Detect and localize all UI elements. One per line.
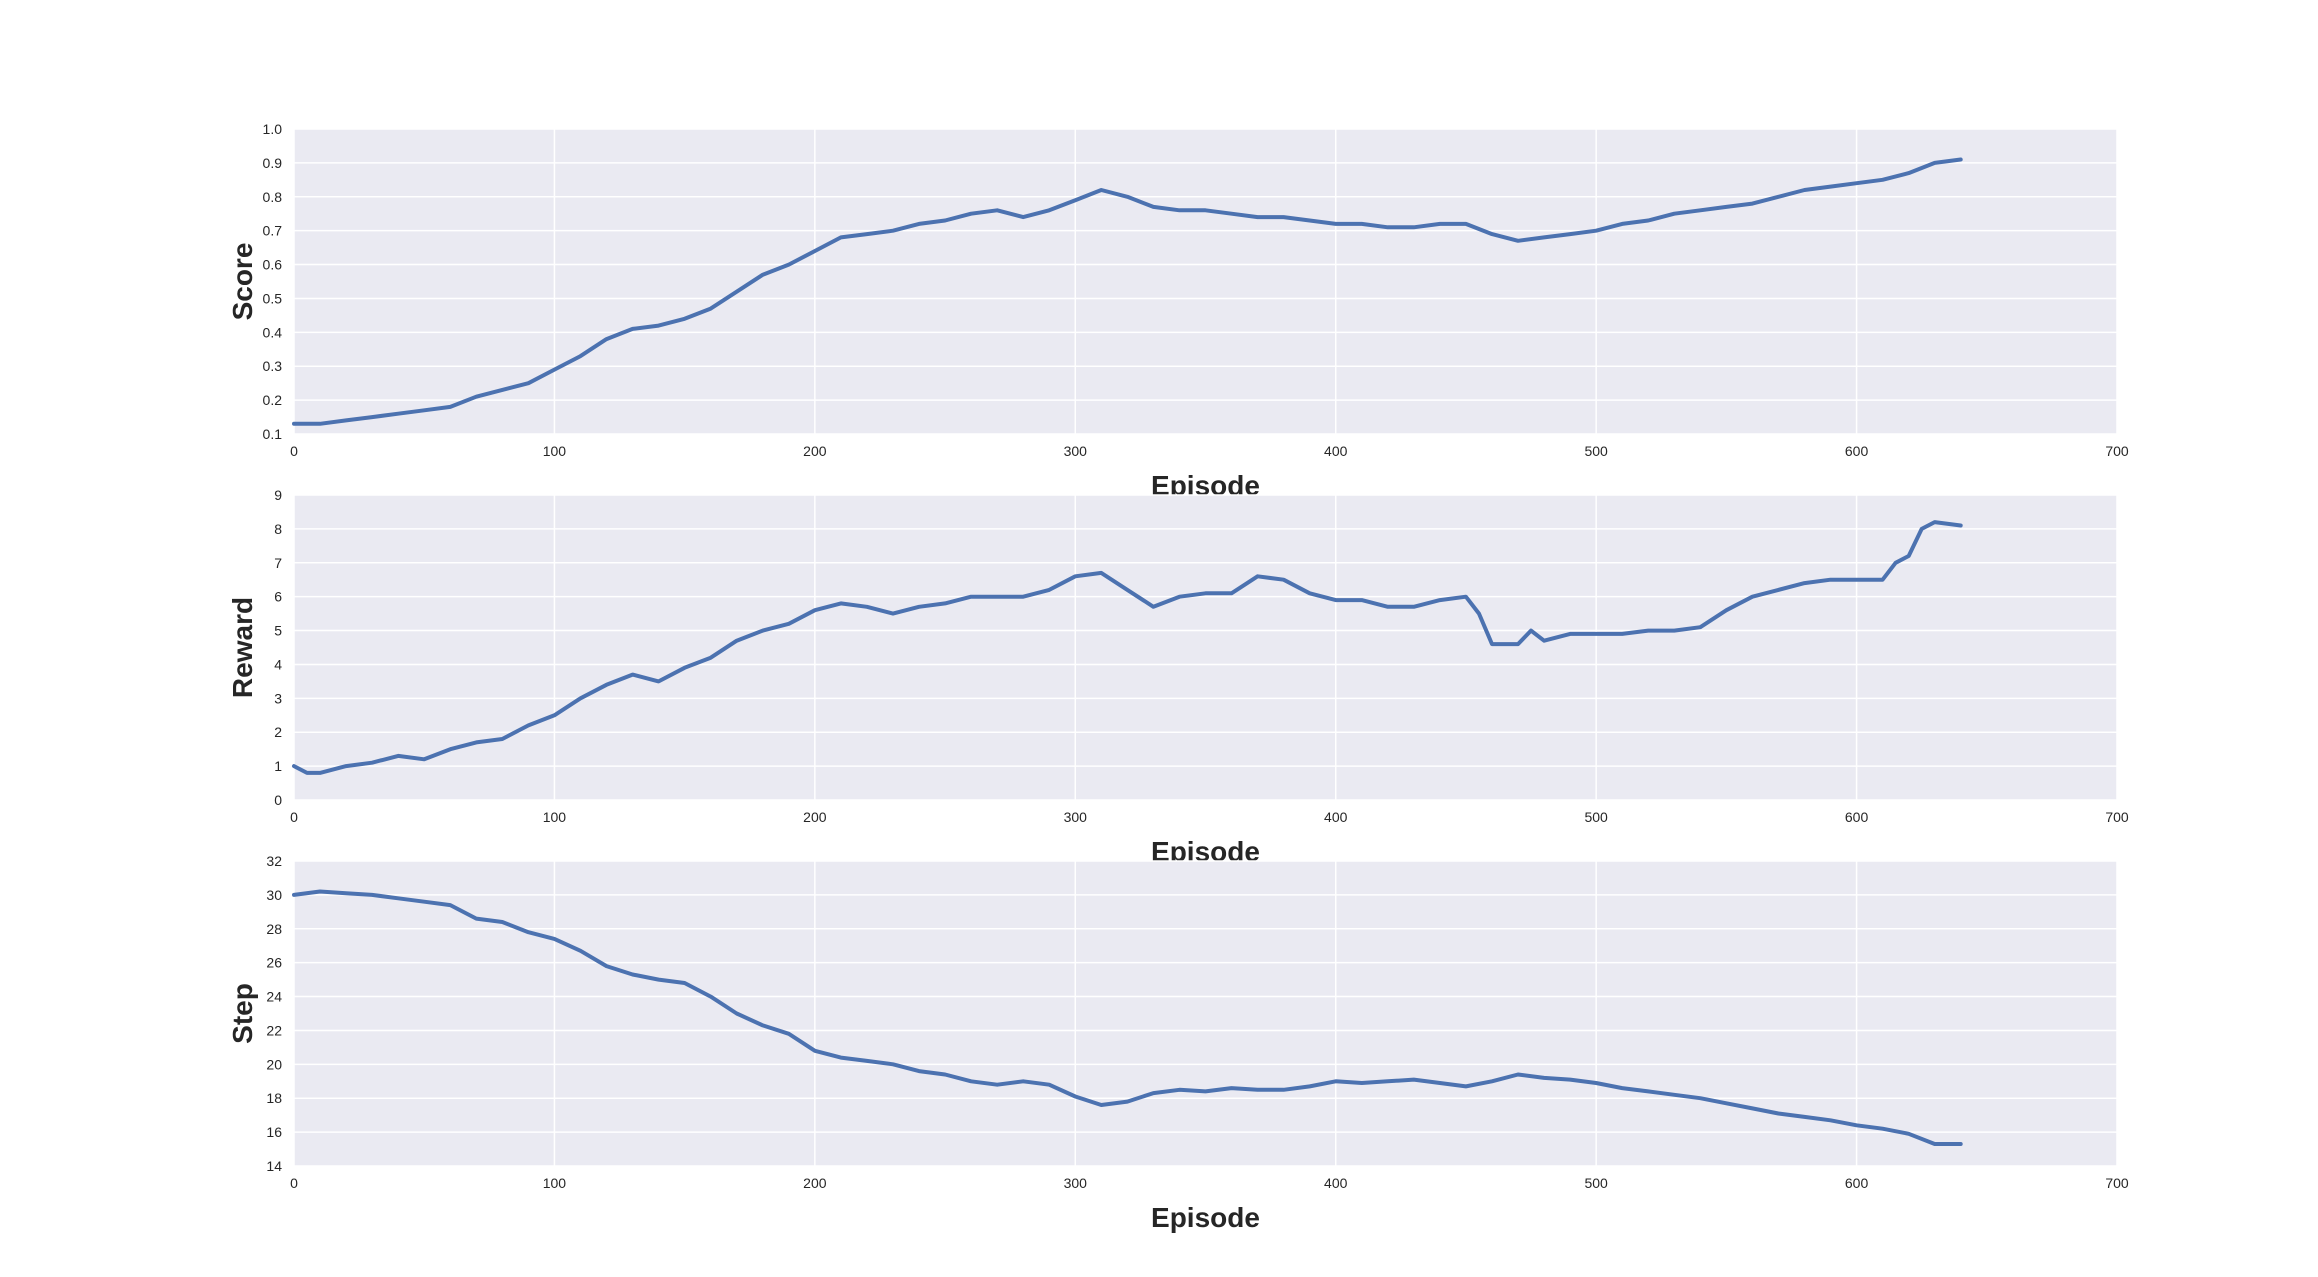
y-tick-label: 32 bbox=[266, 853, 282, 869]
y-tick-label: 0.2 bbox=[263, 392, 283, 408]
y-tick-label: 4 bbox=[274, 656, 282, 672]
y-tick-label: 0.9 bbox=[263, 155, 283, 171]
series-line-reward bbox=[292, 520, 1963, 775]
x-tick-label: 300 bbox=[1064, 443, 1088, 459]
y-axis-label: Reward bbox=[227, 597, 258, 698]
y-tick-label: 20 bbox=[266, 1056, 282, 1072]
x-tick-label: 700 bbox=[2105, 1175, 2129, 1191]
x-tick-label: 500 bbox=[1584, 809, 1608, 825]
y-axis-label: Score bbox=[227, 243, 258, 321]
y-tick-label: 14 bbox=[266, 1158, 282, 1174]
x-tick-label: 700 bbox=[2105, 443, 2129, 459]
y-tick-label: 0.8 bbox=[263, 189, 283, 205]
y-tick-label: 26 bbox=[266, 955, 282, 971]
plot-background bbox=[294, 495, 2117, 800]
y-tick-label: 0.7 bbox=[263, 223, 283, 239]
y-tick-label: 7 bbox=[274, 555, 282, 571]
y-tick-label: 0.5 bbox=[263, 290, 283, 306]
y-tick-label: 0 bbox=[274, 792, 282, 808]
y-tick-label: 1 bbox=[274, 758, 282, 774]
x-tick-label: 200 bbox=[803, 443, 827, 459]
x-tick-label: 100 bbox=[543, 443, 567, 459]
x-tick-label: 400 bbox=[1324, 809, 1348, 825]
y-tick-label: 3 bbox=[274, 690, 282, 706]
x-tick-label: 0 bbox=[290, 443, 298, 459]
x-tick-label: 100 bbox=[543, 1175, 567, 1191]
x-tick-label: 0 bbox=[290, 809, 298, 825]
series-line-score bbox=[292, 157, 1963, 426]
y-tick-label: 18 bbox=[266, 1090, 282, 1106]
y-tick-label: 0.3 bbox=[263, 358, 283, 374]
y-axis-label: Step bbox=[227, 983, 258, 1044]
plot-background bbox=[294, 129, 2117, 434]
x-tick-label: 0 bbox=[290, 1175, 298, 1191]
x-tick-label: 500 bbox=[1584, 443, 1608, 459]
x-tick-label: 600 bbox=[1845, 809, 1869, 825]
y-tick-label: 2 bbox=[274, 724, 282, 740]
y-tick-label: 9 bbox=[274, 487, 282, 503]
x-tick-label: 200 bbox=[803, 1175, 827, 1191]
x-tick-label: 700 bbox=[2105, 809, 2129, 825]
x-tick-label: 100 bbox=[543, 809, 567, 825]
y-tick-label: 30 bbox=[266, 887, 282, 903]
chart-score: 0 100 200 300 400 500 600 700 0.1 0.2 0.3 0.4 0.5 0.6… bbox=[227, 121, 2129, 501]
y-tick-label: 16 bbox=[266, 1124, 282, 1140]
y-tick-label: 6 bbox=[274, 589, 282, 605]
x-tick-label: 600 bbox=[1845, 1175, 1869, 1191]
x-tick-label: 500 bbox=[1584, 1175, 1608, 1191]
x-tick-label: 600 bbox=[1845, 443, 1869, 459]
plot-background bbox=[294, 861, 2117, 1166]
y-tick-label: 24 bbox=[266, 989, 282, 1005]
x-axis-label: Episode bbox=[1151, 1202, 1260, 1233]
y-tick-label: 0.6 bbox=[263, 257, 283, 273]
x-tick-label: 400 bbox=[1324, 1175, 1348, 1191]
chart-reward: 0 100 200 300 400 500 600 7000123456789EpisodeR… bbox=[227, 487, 2129, 867]
series-line-step bbox=[292, 889, 1963, 1146]
x-tick-label: 400 bbox=[1324, 443, 1348, 459]
y-tick-label: 0.4 bbox=[263, 324, 283, 340]
chart-step: 0 100 200 300 400 500 600 700 14 16 18 20 22 24 26 28 30… bbox=[227, 853, 2129, 1233]
x-tick-label: 200 bbox=[803, 809, 827, 825]
y-tick-label: 28 bbox=[266, 921, 282, 937]
y-tick-label: 8 bbox=[274, 521, 282, 537]
x-tick-label: 300 bbox=[1064, 1175, 1088, 1191]
y-tick-label: 22 bbox=[266, 1022, 282, 1038]
y-tick-label: 0.1 bbox=[263, 426, 283, 442]
y-tick-label: 5 bbox=[274, 623, 282, 639]
charts-root: 0 100 200 300 400 500 600 7000.10.20.30.40.50.6… bbox=[227, 121, 2129, 1233]
y-tick-label: 1.0 bbox=[263, 121, 283, 137]
x-tick-label: 300 bbox=[1064, 809, 1088, 825]
